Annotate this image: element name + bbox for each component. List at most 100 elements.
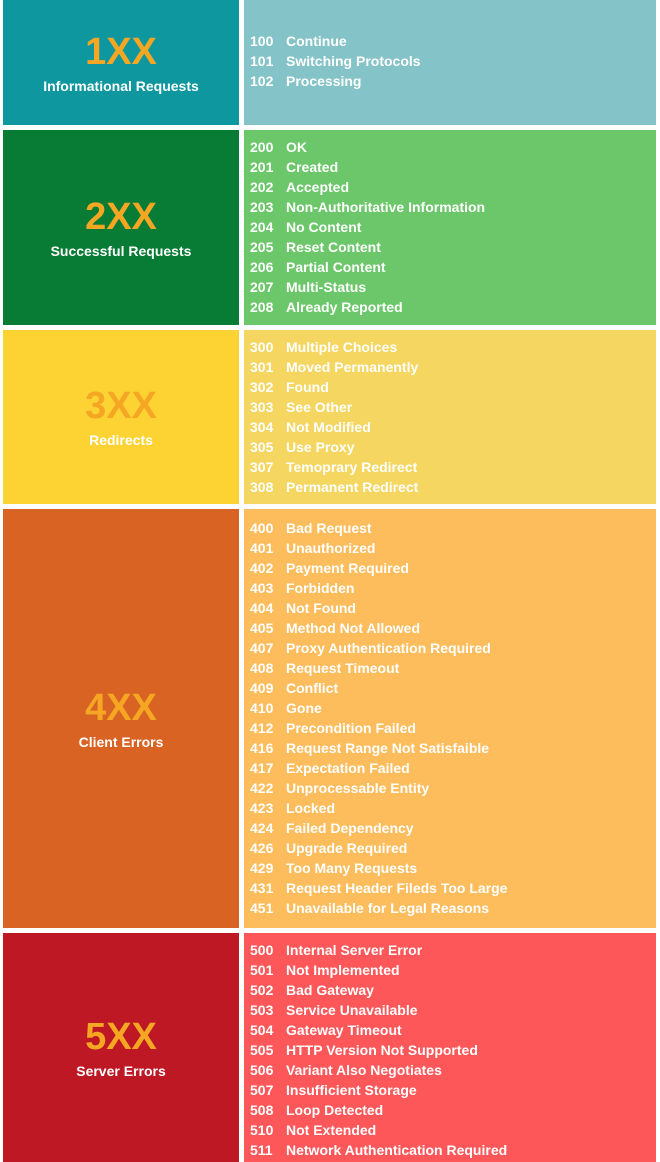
category-code: 1XX bbox=[85, 30, 157, 73]
status-item-403: 403 Forbidden bbox=[250, 578, 354, 598]
status-code: 503 bbox=[250, 1002, 274, 1018]
status-text: OK bbox=[286, 139, 307, 155]
status-text: Forbidden bbox=[286, 580, 355, 596]
status-code: 400 bbox=[250, 520, 274, 536]
status-code: 101 bbox=[250, 53, 274, 69]
status-text: Request Timeout bbox=[286, 660, 400, 676]
status-text: Bad Gateway bbox=[286, 982, 374, 998]
status-code: 504 bbox=[250, 1022, 274, 1038]
status-item-102: 102 Processing bbox=[250, 71, 361, 91]
status-item-416: 416 Request Range Not Satisfaible bbox=[250, 738, 489, 758]
status-item-207: 207 Multi-Status bbox=[250, 277, 366, 297]
status-text: Upgrade Required bbox=[286, 840, 408, 856]
status-text: Method Not Allowed bbox=[286, 620, 421, 636]
status-code: 102 bbox=[250, 73, 274, 89]
status-text: Payment Required bbox=[286, 560, 409, 576]
status-text: Found bbox=[286, 379, 329, 395]
status-text: Proxy Authentication Required bbox=[286, 640, 491, 656]
category-label: Redirects bbox=[89, 432, 153, 448]
status-item-302: 302 Found bbox=[250, 377, 329, 397]
status-item-431: 431 Request Header Fileds Too Large bbox=[250, 878, 507, 898]
category-code: 4XX bbox=[85, 686, 157, 729]
status-code: 416 bbox=[250, 740, 274, 756]
status-item-303: 303 See Other bbox=[250, 397, 352, 417]
status-code: 423 bbox=[250, 800, 274, 816]
status-code: 204 bbox=[250, 219, 274, 235]
status-text: Partial Content bbox=[286, 259, 386, 275]
status-list: 100 Continue 101 Switching Protocols 102 Proc… bbox=[244, 0, 656, 125]
status-code: 205 bbox=[250, 239, 274, 255]
status-item-100: 100 Continue bbox=[250, 31, 347, 51]
status-item-510: 510 Not Extended bbox=[250, 1120, 376, 1140]
status-item-300: 300 Multiple Choices bbox=[250, 337, 397, 357]
status-text: Created bbox=[286, 159, 339, 175]
status-list: 400 Bad Request 401 Unauthorized 402 Payment … bbox=[244, 509, 656, 928]
status-code: 403 bbox=[250, 580, 274, 596]
status-text: Already Reported bbox=[286, 299, 403, 315]
status-code: 308 bbox=[250, 479, 274, 495]
status-code: 407 bbox=[250, 640, 274, 656]
status-text: Request Header Fileds Too Large bbox=[286, 880, 508, 896]
status-text: Service Unavailable bbox=[286, 1002, 418, 1018]
status-item-205: 205 Reset Content bbox=[250, 237, 381, 257]
category-label: Informational Requests bbox=[43, 77, 199, 94]
status-text: Accepted bbox=[286, 179, 350, 195]
status-text: Multi-Status bbox=[286, 279, 367, 295]
category-panel: 2XX Successful Requests bbox=[3, 130, 239, 325]
status-code: 506 bbox=[250, 1062, 274, 1078]
status-code: 451 bbox=[250, 900, 274, 916]
status-code: 203 bbox=[250, 199, 274, 215]
category-label: Server Errors bbox=[76, 1062, 166, 1079]
status-code: 511 bbox=[250, 1142, 273, 1158]
status-code: 510 bbox=[250, 1122, 274, 1138]
status-item-208: 208 Already Reported bbox=[250, 297, 403, 317]
status-code: 207 bbox=[250, 279, 274, 295]
category-panel: 1XX Informational Requests bbox=[3, 0, 239, 125]
status-text: Failed Dependency bbox=[286, 820, 414, 836]
status-text: Network Authentication Required bbox=[286, 1142, 508, 1158]
status-text: Internal Server Error bbox=[286, 942, 423, 958]
section-3xx: 3XX Redirects 300 Multiple Choices 301 Move… bbox=[0, 330, 660, 504]
status-code: 431 bbox=[250, 880, 274, 896]
status-item-417: 417 Expectation Failed bbox=[250, 758, 410, 778]
section-1xx: 1XX Informational Requests 100 Continue 10… bbox=[0, 0, 660, 125]
status-text: Conflict bbox=[286, 680, 339, 696]
status-code: 401 bbox=[250, 540, 274, 556]
status-item-301: 301 Moved Permanently bbox=[250, 357, 418, 377]
status-item-404: 404 Not Found bbox=[250, 598, 356, 618]
status-item-409: 409 Conflict bbox=[250, 678, 338, 698]
status-code: 410 bbox=[250, 700, 274, 716]
status-list: 500 Internal Server Error 501 Not Implement… bbox=[244, 933, 656, 1162]
status-code: 424 bbox=[250, 820, 274, 836]
status-text: Variant Also Negotiates bbox=[286, 1062, 442, 1078]
status-code: 303 bbox=[250, 399, 274, 415]
status-text: Not Modified bbox=[286, 419, 371, 435]
status-item-408: 408 Request Timeout bbox=[250, 658, 399, 678]
status-code: 409 bbox=[250, 680, 274, 696]
status-text: Moved Permanently bbox=[286, 359, 419, 375]
status-item-422: 422 Unprocessable Entity bbox=[250, 778, 429, 798]
status-item-429: 429 Too Many Requests bbox=[250, 858, 417, 878]
status-item-500: 500 Internal Server Error bbox=[250, 940, 422, 960]
status-item-101: 101 Switching Protocols bbox=[250, 51, 421, 71]
status-item-504: 504 Gateway Timeout bbox=[250, 1020, 402, 1040]
status-item-423: 423 Locked bbox=[250, 798, 335, 818]
status-text: Gateway Timeout bbox=[286, 1022, 402, 1038]
status-code: 505 bbox=[250, 1042, 274, 1058]
status-code: 508 bbox=[250, 1102, 274, 1118]
section-2xx: 2XX Successful Requests 200 OK 201 Created 2… bbox=[0, 130, 660, 325]
status-code: 206 bbox=[250, 259, 274, 275]
status-text: Gone bbox=[286, 700, 322, 716]
status-item-501: 501 Not Implemented bbox=[250, 960, 400, 980]
status-item-200: 200 OK bbox=[250, 137, 307, 157]
status-item-502: 502 Bad Gateway bbox=[250, 980, 374, 1000]
status-code: 408 bbox=[250, 660, 274, 676]
status-item-407: 407 Proxy Authentication Required bbox=[250, 638, 491, 658]
status-list: 200 OK 201 Created 202 Accepted 203 Non-Authori… bbox=[244, 130, 656, 325]
category-code: 2XX bbox=[85, 195, 157, 238]
status-text: Processing bbox=[286, 73, 362, 89]
status-text: Locked bbox=[286, 800, 336, 816]
status-item-308: 308 Permanent Redirect bbox=[250, 477, 418, 497]
status-item-202: 202 Accepted bbox=[250, 177, 349, 197]
status-code: 405 bbox=[250, 620, 274, 636]
